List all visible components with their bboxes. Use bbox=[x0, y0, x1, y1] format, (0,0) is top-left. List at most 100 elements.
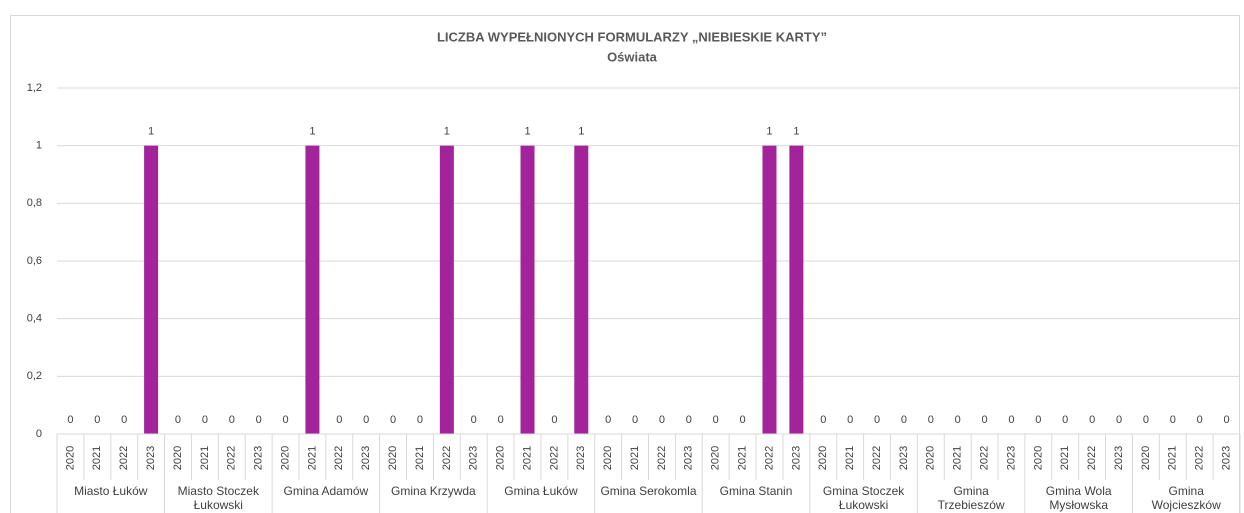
x-tick-label: 2021 bbox=[306, 446, 318, 470]
x-tick-label: 2021 bbox=[737, 446, 749, 470]
x-tick-label: 2022 bbox=[118, 446, 130, 470]
group-label: Miasto Łuków bbox=[74, 484, 148, 498]
bar bbox=[762, 145, 777, 434]
data-label: 0 bbox=[1089, 414, 1095, 426]
y-tick-label: 0,8 bbox=[27, 197, 42, 209]
data-label: 0 bbox=[94, 414, 100, 426]
data-label: 0 bbox=[336, 414, 342, 426]
chart-title: LICZBA WYPEŁNIONYCH FORMULARZY „NIEBIESK… bbox=[437, 29, 827, 44]
x-tick-label: 2022 bbox=[1086, 446, 1098, 470]
x-tick-label: 2023 bbox=[898, 446, 910, 470]
x-tick-label: 2023 bbox=[145, 446, 157, 470]
x-tick-label: 2022 bbox=[656, 446, 668, 470]
data-label: 0 bbox=[1008, 414, 1014, 426]
group-label: Gmina Wola Mysłowska bbox=[1045, 484, 1112, 512]
x-tick-label: 2021 bbox=[414, 446, 426, 470]
data-label: 0 bbox=[551, 414, 557, 426]
data-label: 0 bbox=[1062, 414, 1068, 426]
x-tick-label: 2021 bbox=[199, 446, 211, 470]
x-tick-label: 2022 bbox=[226, 446, 238, 470]
data-label: 0 bbox=[229, 414, 235, 426]
data-label: 0 bbox=[820, 414, 826, 426]
x-tick-label: 2021 bbox=[1167, 446, 1179, 470]
data-label: 0 bbox=[175, 414, 181, 426]
x-tick-label: 2022 bbox=[978, 446, 990, 470]
y-tick-label: 1 bbox=[36, 140, 42, 152]
data-label: 0 bbox=[874, 414, 880, 426]
data-label: 0 bbox=[1116, 414, 1122, 426]
bar bbox=[789, 145, 804, 434]
data-label: 1 bbox=[578, 126, 584, 138]
data-label: 0 bbox=[1170, 414, 1176, 426]
group-label: Gmina Krzywda bbox=[391, 484, 476, 498]
x-tick-label: 2022 bbox=[1194, 446, 1206, 470]
bar bbox=[574, 145, 589, 434]
x-tick-label: 2023 bbox=[1113, 446, 1125, 470]
group-label: Gmina Stanin bbox=[719, 484, 793, 498]
x-tick-label: 2023 bbox=[683, 446, 695, 470]
group-label: Gmina Serokomla bbox=[600, 484, 697, 498]
chart-subtitle: Oświata bbox=[607, 49, 658, 64]
y-tick-label: 1,2 bbox=[27, 82, 42, 94]
data-label: 0 bbox=[955, 414, 961, 426]
x-tick-label: 2021 bbox=[844, 446, 856, 470]
data-label: 0 bbox=[121, 414, 127, 426]
data-label: 0 bbox=[67, 414, 73, 426]
x-tick-label: 2021 bbox=[521, 446, 533, 470]
chart-border bbox=[10, 15, 1240, 513]
x-tick-label: 2021 bbox=[629, 446, 641, 470]
x-tick-label: 2022 bbox=[548, 446, 560, 470]
data-label: 0 bbox=[632, 414, 638, 426]
data-label: 0 bbox=[982, 414, 988, 426]
data-label: 0 bbox=[282, 414, 288, 426]
group-label: Gmina Wojcieszków bbox=[1151, 484, 1221, 512]
bar bbox=[144, 145, 159, 434]
data-label: 0 bbox=[1223, 414, 1229, 426]
x-tick-label: 2022 bbox=[441, 446, 453, 470]
data-label: 0 bbox=[605, 414, 611, 426]
data-label: 0 bbox=[1143, 414, 1149, 426]
x-tick-label: 2020 bbox=[495, 446, 507, 470]
data-label: 0 bbox=[740, 414, 746, 426]
group-label: Gmina Stoczek Łukowski bbox=[822, 484, 905, 512]
data-label: 0 bbox=[256, 414, 262, 426]
data-label: 0 bbox=[202, 414, 208, 426]
data-label: 1 bbox=[793, 126, 799, 138]
x-tick-label: 2023 bbox=[575, 446, 587, 470]
data-label: 0 bbox=[901, 414, 907, 426]
data-label: 1 bbox=[524, 126, 530, 138]
x-tick-label: 2022 bbox=[871, 446, 883, 470]
data-label: 0 bbox=[928, 414, 934, 426]
data-label: 0 bbox=[847, 414, 853, 426]
y-tick-label: 0 bbox=[36, 428, 42, 440]
x-tick-label: 2020 bbox=[279, 446, 291, 470]
x-tick-label: 2021 bbox=[1059, 446, 1071, 470]
x-tick-label: 2022 bbox=[333, 446, 345, 470]
x-tick-label: 2020 bbox=[710, 446, 722, 470]
data-label: 1 bbox=[309, 126, 315, 138]
y-tick-label: 0,4 bbox=[27, 313, 42, 325]
x-tick-label: 2020 bbox=[925, 446, 937, 470]
data-label: 0 bbox=[390, 414, 396, 426]
x-tick-label: 2022 bbox=[763, 446, 775, 470]
data-label: 0 bbox=[686, 414, 692, 426]
data-label: 0 bbox=[659, 414, 665, 426]
x-tick-label: 2023 bbox=[1220, 446, 1232, 470]
group-label: Gmina Łuków bbox=[504, 484, 578, 498]
data-label: 0 bbox=[1197, 414, 1203, 426]
x-tick-label: 2020 bbox=[1032, 446, 1044, 470]
x-tick-label: 2023 bbox=[253, 446, 265, 470]
x-tick-label: 2023 bbox=[468, 446, 480, 470]
group-label: Miasto Stoczek Łukowski bbox=[177, 484, 259, 512]
x-tick-label: 2020 bbox=[602, 446, 614, 470]
x-tick-label: 2023 bbox=[790, 446, 802, 470]
y-tick-label: 0,2 bbox=[27, 370, 42, 382]
data-label: 1 bbox=[766, 126, 772, 138]
x-tick-label: 2020 bbox=[1140, 446, 1152, 470]
data-label: 1 bbox=[444, 126, 450, 138]
x-tick-label: 2020 bbox=[64, 446, 76, 470]
x-tick-label: 2021 bbox=[91, 446, 103, 470]
data-label: 0 bbox=[471, 414, 477, 426]
